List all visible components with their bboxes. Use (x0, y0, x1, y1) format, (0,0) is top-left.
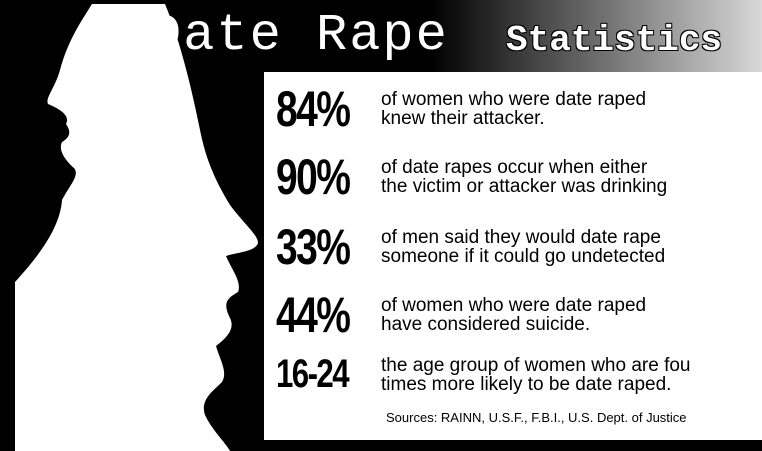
stat-figure: 33% (276, 218, 358, 276)
face-silhouette (15, 4, 258, 451)
stat-line: times more likely to be date raped. (381, 375, 690, 394)
stat-line: of men said they would date rape (381, 228, 665, 247)
stat-line: someone if it could go undetected (381, 247, 665, 266)
title: Date Rape (150, 6, 449, 65)
title-sub: Statistics (506, 20, 722, 61)
stat-line: of women who were date raped (381, 296, 646, 315)
stat-line: of women who were date raped (381, 90, 646, 109)
stat-line: have considered suicide. (381, 315, 646, 334)
stat-figure: 44% (276, 286, 358, 344)
stat-figure: 16-24 (276, 352, 358, 397)
stat-line: the age group of women who are fou (381, 356, 690, 375)
stat-line: knew their attacker. (381, 109, 646, 128)
stat-figure: 84% (276, 80, 358, 138)
stat-line: the victim or attacker was drinking (381, 177, 667, 196)
stat-line: of date rapes occur when either (381, 158, 667, 177)
stat-figure: 90% (276, 148, 358, 206)
sources: Sources: RAINN, U.S.F., F.B.I., U.S. Dep… (386, 410, 687, 425)
infographic: Date Rape Statistics 84% of women who wer… (0, 0, 762, 451)
